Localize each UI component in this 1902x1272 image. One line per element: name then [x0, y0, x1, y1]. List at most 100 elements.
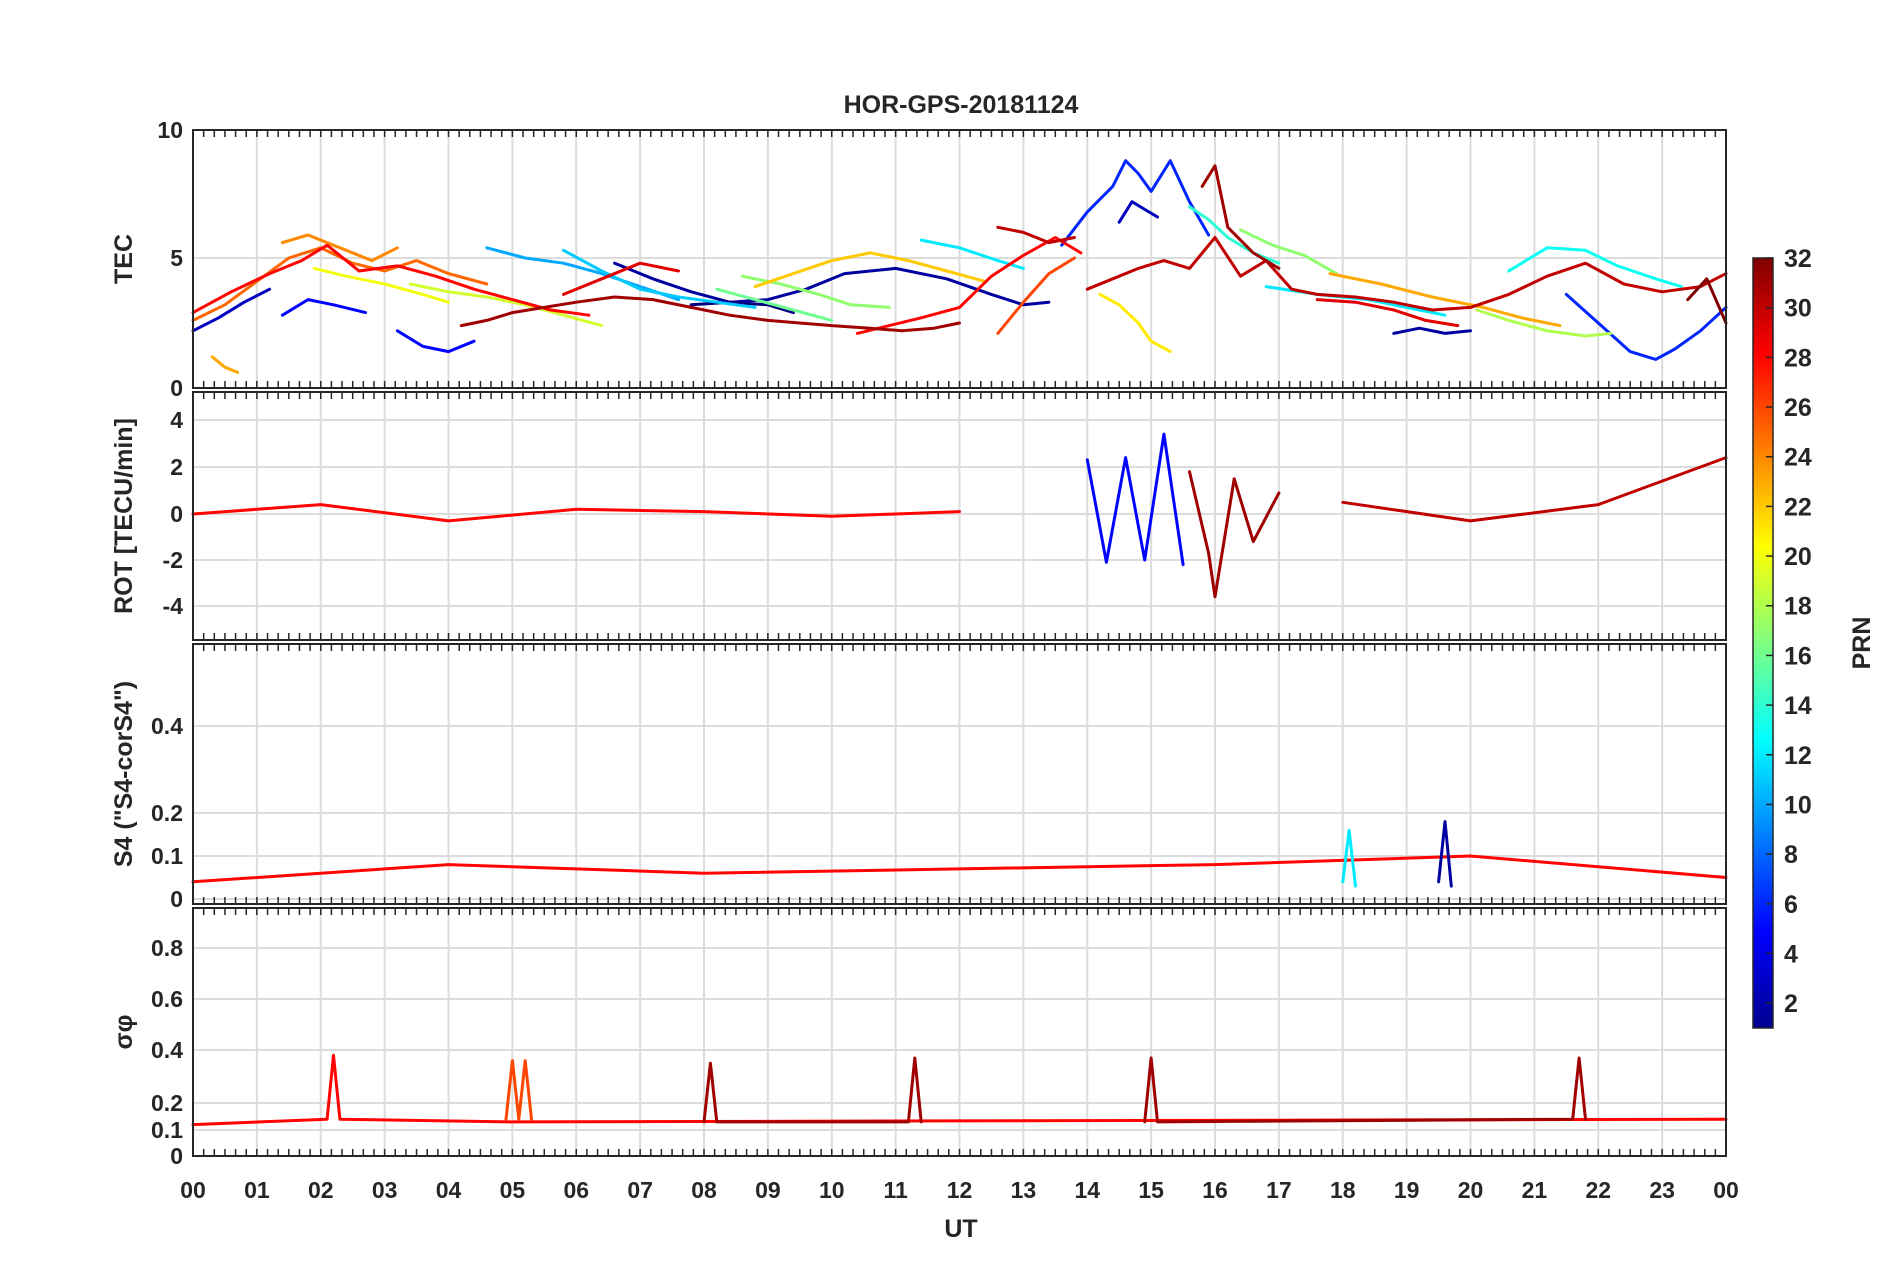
- x-tick-label: 06: [563, 1177, 589, 1203]
- x-tick-label: 02: [308, 1177, 334, 1203]
- series-line-prn-5: [280, 298, 367, 317]
- panel-3-ylabel: S4 ("S4-corS4"): [110, 681, 138, 867]
- series-line-prn-28: [191, 503, 961, 523]
- x-tick-label: 07: [627, 1177, 653, 1203]
- colorbar-tick-label: 22: [1784, 493, 1812, 521]
- panel-1-ylabel: TEC: [110, 234, 138, 284]
- series-line-prn-31: [1188, 470, 1281, 599]
- x-tick-label: 12: [947, 1177, 973, 1203]
- series-line-prn-19: [408, 282, 604, 328]
- x-tick-label: 03: [372, 1177, 398, 1203]
- series-line-prn-2: [1392, 326, 1472, 335]
- colorbar-label: PRN: [1848, 617, 1876, 670]
- x-tick-label: 18: [1330, 1177, 1356, 1203]
- series-line-prn-28: [191, 854, 1728, 884]
- x-tick-label: 16: [1202, 1177, 1228, 1203]
- colorbar-tick-label: 6: [1784, 891, 1798, 919]
- series-line-prn-2: [613, 261, 1051, 307]
- x-tick-label: 00: [1713, 1177, 1739, 1203]
- series-line-prn-13: [1507, 246, 1683, 289]
- colorbar-tick-label: 16: [1784, 642, 1812, 670]
- series-line-prn-26: [504, 1059, 533, 1121]
- y-tick-label: 0.1: [151, 843, 183, 869]
- y-tick-label: 0: [170, 375, 183, 401]
- y-tick-label: 0.2: [151, 800, 183, 826]
- y-tick-label: 0.1: [151, 1117, 183, 1143]
- x-tick-label: 10: [819, 1177, 845, 1203]
- series-line-prn-31: [459, 295, 961, 333]
- chart-title: HOR-GPS-20181124: [844, 91, 1079, 119]
- series-line-prn-21: [1098, 292, 1172, 354]
- y-tick-label: 10: [157, 117, 183, 143]
- panel-3: 0 0.1 0.2 0.4 S4 ("S4-corS4"): [110, 643, 1728, 912]
- series-line-prn-3: [1117, 200, 1159, 224]
- series-line-prn-26: [996, 256, 1076, 335]
- panel-4-ylabel: σφ: [110, 1015, 138, 1050]
- colorbar-tick-label: 2: [1784, 990, 1798, 1018]
- y-tick-label: -2: [163, 547, 183, 573]
- series-line-prn-32: [1686, 277, 1728, 325]
- x-tick-label: 17: [1266, 1177, 1292, 1203]
- x-tick-label: 15: [1138, 1177, 1164, 1203]
- colorbar-tick-label: 14: [1784, 692, 1812, 720]
- series-line-prn-2: [1437, 820, 1453, 888]
- series-line-prn-17: [1239, 228, 1338, 276]
- colorbar-gradient: [1752, 257, 1774, 1029]
- panel-2-ylabel: ROT [TECU/min]: [110, 418, 138, 614]
- series-line-prn-18: [1475, 308, 1613, 338]
- colorbar-tick-label: 20: [1784, 543, 1812, 571]
- series-line-prn-16: [715, 287, 834, 322]
- series-line-prn-3: [191, 287, 272, 333]
- y-tick-label: 0: [170, 886, 183, 912]
- series-line-prn-10: [485, 246, 680, 302]
- x-tick-label: 22: [1585, 1177, 1611, 1203]
- panel-2: -4 -2 0 2 4 ROT [TECU/min]: [110, 391, 1728, 641]
- series-line-prn-28: [191, 1053, 1728, 1127]
- y-tick-label: 5: [170, 245, 183, 271]
- colorbar-tick-label: 12: [1784, 742, 1812, 770]
- series-line-prn-5: [1085, 432, 1185, 567]
- series-line-prn-28: [855, 236, 1083, 335]
- series-line-prn-23: [210, 355, 240, 374]
- y-tick-label: 0.4: [151, 1037, 183, 1063]
- x-tick-label: 13: [1011, 1177, 1037, 1203]
- series-line-prn-30: [1341, 456, 1728, 523]
- colorbar-tick-label: 28: [1784, 344, 1812, 372]
- colorbar-tick-label: 26: [1784, 394, 1812, 422]
- series-line-prn-25: [191, 246, 489, 322]
- y-tick-label: 0.8: [151, 935, 183, 961]
- series-line-prn-1: [689, 300, 795, 315]
- panel-1: 0 5 10 TEC: [110, 117, 1728, 401]
- series-line-prn-22: [753, 251, 987, 289]
- series-line-prn-29: [562, 261, 680, 296]
- series-line-prn-23: [1328, 272, 1562, 328]
- x-tick-label: 00: [180, 1177, 206, 1203]
- x-tick-label: 09: [755, 1177, 781, 1203]
- x-tick-label: 11: [883, 1177, 908, 1203]
- series-line-prn-28: [191, 243, 591, 317]
- series-line-prn-29: [1315, 298, 1460, 328]
- x-tick-label: 19: [1394, 1177, 1420, 1203]
- x-tick-label: 23: [1649, 1177, 1675, 1203]
- series-line-prn-30: [996, 225, 1076, 245]
- x-tick-label: 14: [1074, 1177, 1100, 1203]
- x-tick-label: 20: [1458, 1177, 1484, 1203]
- x-tick-label: 01: [244, 1177, 270, 1203]
- y-tick-label: 0: [170, 501, 183, 527]
- series-line-prn-31: [1200, 164, 1281, 270]
- series-line-prn-12: [1341, 828, 1357, 888]
- x-tick-label: 05: [500, 1177, 526, 1203]
- series-line-prn-30: [1085, 236, 1728, 312]
- colorbar-tick-label: 30: [1784, 295, 1812, 323]
- series-line-prn-20: [312, 266, 450, 304]
- colorbar-tick-label: 4: [1784, 940, 1798, 968]
- series-line-prn-11: [562, 248, 757, 309]
- colorbar-tick-label: 32: [1784, 245, 1812, 273]
- colorbar-tick-label: 18: [1784, 593, 1812, 621]
- x-axis-label: UT: [944, 1215, 977, 1243]
- x-tick-label: 04: [436, 1177, 462, 1203]
- y-tick-label: 0.6: [151, 986, 183, 1012]
- y-tick-label: 0.2: [151, 1090, 183, 1116]
